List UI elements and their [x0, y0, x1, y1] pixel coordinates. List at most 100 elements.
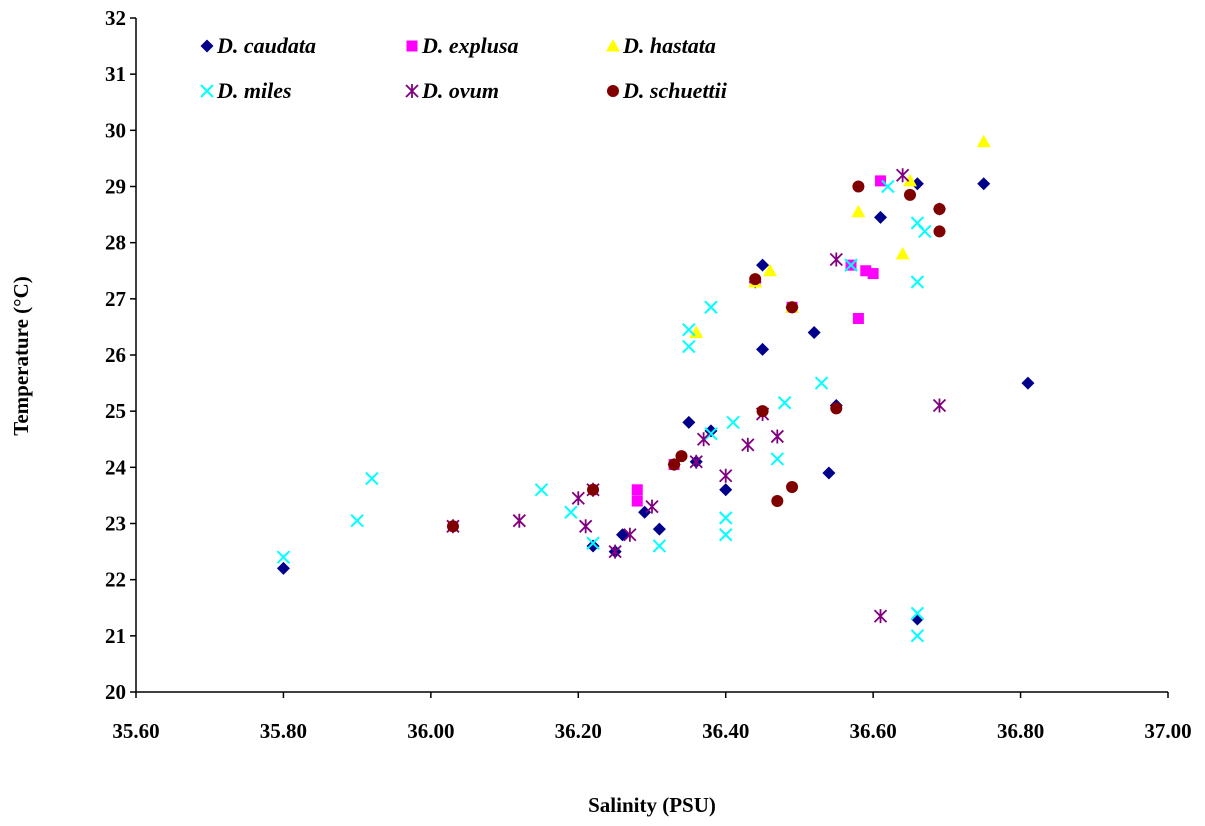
x-tick-label: 37.00 — [1144, 719, 1191, 743]
data-point — [704, 426, 718, 441]
data-point — [910, 606, 925, 621]
data-point — [822, 466, 836, 480]
data-point — [976, 134, 991, 148]
data-point — [350, 513, 364, 528]
data-point — [645, 499, 659, 514]
series-d-explusa — [631, 175, 887, 507]
x-tick-label: 36.20 — [555, 719, 602, 743]
data-point — [1021, 376, 1035, 390]
data-point — [875, 175, 887, 187]
data-point — [814, 376, 829, 390]
data-point — [534, 483, 549, 497]
x-tick-label: 35.60 — [112, 719, 159, 743]
legend-label: D. explusa — [421, 33, 519, 58]
series-d-caudata — [276, 177, 1035, 626]
data-point — [918, 224, 932, 239]
data-point — [903, 173, 917, 187]
data-point — [719, 483, 733, 497]
data-point — [771, 495, 784, 508]
data-point — [512, 513, 526, 528]
y-tick-label: 31 — [105, 62, 126, 86]
data-point — [631, 484, 643, 496]
data-point — [564, 505, 578, 519]
legend: D. caudata D. explusa D. hastata D. miles D.… — [200, 33, 728, 103]
data-point — [675, 450, 688, 463]
y-tick-label: 20 — [105, 680, 126, 704]
y-tick-label: 30 — [105, 118, 126, 142]
data-point — [807, 326, 821, 340]
data-point — [756, 258, 770, 272]
data-point — [933, 225, 946, 238]
data-point — [851, 204, 866, 218]
data-point — [770, 429, 784, 444]
data-point — [623, 527, 637, 542]
data-point — [881, 179, 895, 194]
x-tick-label: 36.40 — [702, 719, 749, 743]
data-point — [910, 275, 925, 289]
data-point — [704, 300, 718, 314]
data-point — [777, 396, 792, 410]
data-point — [860, 265, 872, 277]
legend-label: D. caudata — [216, 33, 316, 58]
data-point — [932, 398, 947, 413]
y-tick-label: 32 — [105, 6, 126, 30]
data-point — [579, 519, 593, 534]
legend-label: D. ovum — [421, 78, 499, 103]
legend-marker — [200, 39, 214, 53]
data-point — [756, 405, 769, 418]
legend-marker — [607, 85, 619, 97]
y-tick-label: 29 — [105, 175, 126, 199]
data-point — [910, 177, 924, 191]
data-point — [786, 301, 799, 314]
data-point — [786, 480, 799, 493]
data-point — [365, 471, 379, 486]
data-point — [616, 528, 630, 542]
legend-entry: D. hastata — [606, 33, 716, 58]
data-point — [933, 202, 946, 215]
data-point — [741, 437, 755, 452]
data-point — [904, 188, 916, 201]
legend-label: D. miles — [216, 78, 292, 103]
legend-marker — [200, 84, 214, 98]
data-point — [874, 210, 888, 224]
y-tick-label: 28 — [105, 231, 126, 255]
data-point — [719, 511, 733, 525]
y-tick-label: 27 — [105, 287, 126, 311]
data-point — [770, 452, 785, 466]
data-point — [852, 180, 865, 193]
x-tick-label: 35.80 — [260, 719, 307, 743]
data-point — [726, 415, 740, 430]
data-point — [895, 246, 910, 260]
data-point — [682, 415, 696, 429]
series-d-hastata — [689, 134, 991, 339]
series-d-miles — [276, 179, 932, 643]
legend-entry: D. miles — [200, 78, 292, 103]
legend-label: D. schuettii — [622, 78, 728, 103]
data-point — [682, 339, 696, 354]
data-point — [689, 454, 703, 469]
data-point — [762, 263, 777, 277]
series-d-schuettii — [446, 180, 946, 533]
data-point — [631, 495, 643, 507]
x-tick-label: 36.00 — [407, 719, 454, 743]
data-point — [830, 402, 843, 415]
data-point — [446, 520, 459, 533]
data-point — [719, 468, 733, 483]
axes — [130, 17, 1169, 698]
data-point — [852, 312, 864, 324]
y-tick-label: 26 — [105, 343, 126, 367]
data-point — [668, 458, 681, 471]
data-point — [749, 273, 762, 286]
data-point — [587, 483, 600, 496]
data-point — [638, 505, 652, 519]
data-point — [829, 252, 843, 267]
data-point — [895, 168, 910, 183]
data-point — [719, 528, 733, 542]
data-point — [910, 629, 925, 643]
y-tick-label: 25 — [105, 399, 126, 423]
data-point — [276, 561, 290, 575]
data-point — [586, 536, 600, 550]
data-point — [977, 177, 991, 191]
data-point — [652, 522, 666, 536]
